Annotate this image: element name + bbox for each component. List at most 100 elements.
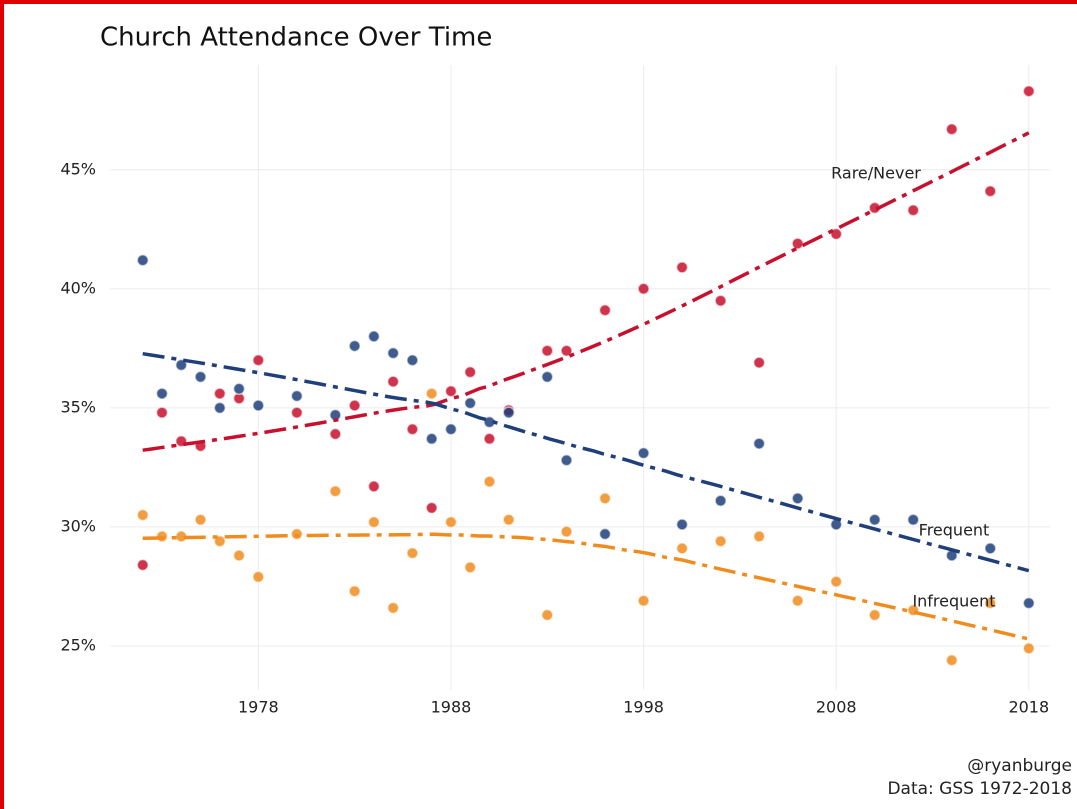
point (483, 475, 496, 488)
point (675, 542, 689, 555)
point (136, 508, 149, 522)
grid (110, 65, 1050, 690)
point (829, 227, 843, 241)
point (367, 515, 381, 529)
point (348, 584, 361, 598)
point (791, 492, 804, 505)
point (348, 339, 361, 353)
point (194, 370, 207, 384)
point (463, 365, 477, 379)
point (868, 608, 881, 622)
caption: @ryanburge (967, 756, 1072, 776)
point (598, 303, 612, 317)
trend-line (142, 351, 1030, 573)
point (637, 446, 650, 460)
point (155, 406, 169, 419)
x-tick-label: 2018 (1008, 698, 1049, 717)
series-label: Frequent (919, 521, 990, 540)
point (598, 492, 612, 505)
point (945, 653, 959, 667)
point (444, 384, 458, 398)
point (791, 594, 804, 607)
point (752, 356, 766, 369)
point (444, 515, 458, 529)
point (829, 575, 843, 588)
point (906, 513, 920, 527)
point (752, 530, 766, 543)
caption: Data: GSS 1972-2018 (887, 779, 1072, 799)
point (252, 399, 265, 412)
point (541, 608, 554, 622)
point (406, 423, 419, 436)
point (329, 484, 342, 498)
point (386, 601, 400, 615)
point (541, 344, 554, 357)
point (425, 387, 438, 400)
point (463, 396, 477, 410)
series-label: Rare/Never (831, 164, 921, 183)
point (290, 389, 304, 403)
point (136, 558, 149, 572)
point (502, 513, 515, 527)
chart-title: Church Attendance Over Time (100, 23, 492, 53)
point (463, 561, 477, 574)
point (232, 382, 246, 396)
point (675, 518, 689, 531)
point (444, 423, 458, 436)
point (252, 570, 265, 584)
point (290, 406, 304, 419)
point (1022, 596, 1036, 610)
trend-line (142, 131, 1030, 452)
point (752, 437, 766, 450)
point (637, 282, 650, 296)
point (560, 453, 573, 467)
y-tick-label: 45% (60, 159, 96, 178)
point (406, 546, 419, 560)
point (136, 253, 149, 267)
y-tick-label: 25% (60, 635, 96, 654)
chart: Church Attendance Over Time @ryanburge D… (60, 23, 1072, 800)
point (675, 261, 689, 274)
point (541, 370, 554, 384)
trend-line (142, 532, 1030, 641)
point (502, 406, 515, 419)
point (791, 237, 804, 250)
point (425, 501, 438, 515)
point (386, 375, 400, 388)
point (637, 594, 650, 607)
point (714, 294, 727, 307)
point (945, 123, 959, 136)
point (984, 596, 997, 610)
point (714, 534, 727, 548)
x-tick-label: 1988 (431, 698, 472, 717)
point (425, 432, 438, 446)
x-tick-label: 2008 (816, 698, 857, 717)
point (348, 399, 361, 412)
point (213, 387, 227, 400)
point (560, 525, 573, 538)
y-tick-label: 40% (60, 278, 96, 297)
point (213, 401, 227, 415)
point (367, 480, 381, 493)
point (868, 513, 881, 527)
point (194, 513, 207, 527)
point (598, 527, 612, 541)
point (714, 494, 727, 507)
point (367, 330, 381, 343)
point (906, 203, 920, 217)
point (155, 387, 169, 400)
point (560, 344, 573, 357)
point (329, 427, 342, 441)
point (406, 353, 419, 367)
series-label: Infrequent (912, 592, 995, 611)
point (1022, 84, 1036, 98)
point (175, 358, 188, 372)
point (252, 353, 265, 367)
point (483, 432, 496, 446)
y-tick-label: 35% (60, 397, 96, 416)
x-tick-label: 1998 (623, 698, 664, 717)
x-tick-label: 1978 (238, 698, 279, 717)
point (984, 184, 997, 198)
point (232, 549, 246, 562)
